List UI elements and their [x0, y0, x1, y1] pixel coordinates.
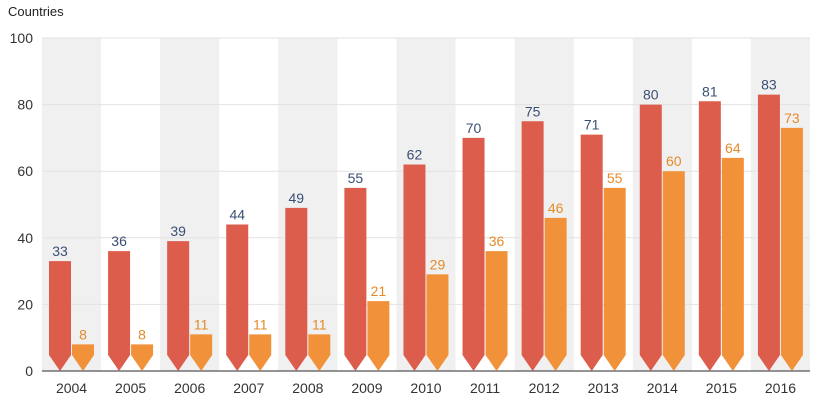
bars [49, 94, 803, 372]
data-label-series2: 21 [371, 283, 387, 299]
bar-series2-2007 [249, 334, 272, 371]
data-label-series1: 55 [348, 170, 364, 186]
bar-series2-2006 [190, 334, 213, 371]
bar-series1-2010 [403, 164, 426, 371]
bar-series1-2014 [639, 104, 662, 371]
bar-series2-2009 [367, 301, 390, 371]
data-label-series1: 75 [525, 103, 541, 119]
bar-series2-2012 [544, 217, 567, 371]
x-tick-label: 2008 [292, 380, 323, 396]
x-tick-label: 2004 [56, 380, 87, 396]
data-label-series2: 60 [666, 153, 682, 169]
bar-series2-2014 [662, 171, 685, 371]
data-label-series2: 64 [725, 140, 741, 156]
y-tick-label: 80 [17, 97, 33, 113]
bar-series1-2005 [108, 251, 131, 371]
y-axis-label: Countries [8, 4, 64, 19]
data-label-series1: 80 [643, 87, 659, 103]
bar-series2-2013 [603, 187, 626, 371]
bar-series2-2004 [72, 344, 94, 371]
data-label-series2: 11 [253, 316, 268, 332]
x-tick-label: 2006 [174, 380, 205, 396]
y-tick-label: 100 [10, 30, 34, 46]
data-label-series1: 70 [466, 120, 482, 136]
x-tick-label: 2007 [233, 380, 264, 396]
data-label-series2: 11 [194, 316, 209, 332]
y-tick-label: 40 [17, 230, 33, 246]
data-label-series2: 29 [430, 256, 446, 272]
data-label-series1: 36 [111, 233, 127, 249]
bar-series1-2015 [698, 101, 721, 372]
x-tick-label: 2016 [765, 380, 796, 396]
data-label-series2: 55 [607, 170, 623, 186]
bar-series2-2015 [721, 157, 744, 371]
y-tick-label: 60 [17, 163, 33, 179]
bar-series2-2010 [426, 274, 449, 371]
data-label-series1: 81 [702, 83, 718, 99]
y-axis-ticks: 0 20 40 60 80 100 [10, 30, 34, 379]
bar-series2-2008 [308, 334, 331, 371]
bar-series1-2004 [49, 261, 71, 371]
data-labels: 33 8 36 8 39 11 44 11 49 11 55 21 62 29 70 36 75 46 71 55 80… [52, 77, 800, 343]
x-tick-label: 2011 [470, 380, 500, 396]
bar-series1-2016 [757, 94, 780, 372]
data-label-series1: 62 [407, 147, 423, 163]
bar-series2-2011 [485, 251, 508, 371]
background-bands [42, 38, 810, 371]
x-tick-label: 2012 [529, 380, 560, 396]
bar-series1-2012 [521, 121, 544, 371]
data-label-series1: 83 [761, 77, 777, 93]
data-label-series1: 39 [170, 223, 186, 239]
data-label-series1: 33 [52, 243, 68, 259]
x-tick-label: 2015 [706, 380, 737, 396]
data-label-series2: 8 [138, 326, 146, 342]
x-tick-label: 2010 [410, 380, 441, 396]
bar-series1-2008 [285, 207, 308, 371]
x-tick-label: 2005 [115, 380, 146, 396]
data-label-series2: 8 [79, 326, 87, 342]
y-tick-label: 20 [17, 296, 33, 312]
bar-series1-2007 [226, 224, 249, 371]
data-label-series2: 36 [489, 233, 505, 249]
x-tick-label: 2013 [588, 380, 619, 396]
bar-series2-2016 [780, 127, 803, 371]
data-label-series1: 71 [584, 117, 600, 133]
x-tick-label: 2009 [351, 380, 382, 396]
data-label-series2: 73 [784, 110, 800, 126]
bar-series1-2011 [462, 137, 485, 371]
data-label-series2: 11 [312, 316, 327, 332]
x-tick-label: 2014 [647, 380, 678, 396]
bar-series1-2006 [167, 241, 190, 371]
data-label-series1: 44 [229, 206, 245, 222]
data-label-series1: 49 [289, 190, 305, 206]
y-tick-label: 0 [25, 363, 33, 379]
x-axis-ticks: 2004 2005 2006 2007 2008 2009 2010 2011 2012 2013… [56, 380, 796, 396]
bar-series1-2009 [344, 187, 367, 371]
bar-series1-2013 [580, 134, 603, 371]
bar-series2-2005 [131, 344, 154, 371]
data-label-series2: 46 [548, 200, 564, 216]
